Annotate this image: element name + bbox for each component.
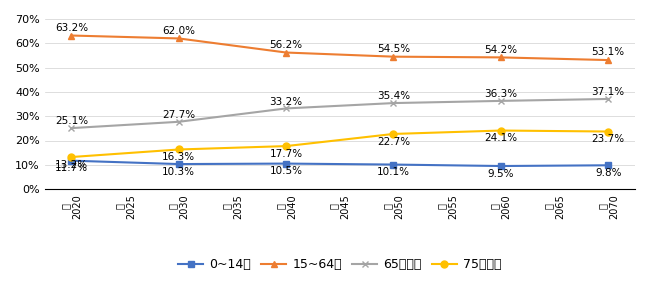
Text: 10.5%: 10.5% — [270, 166, 303, 176]
Text: 10.3%: 10.3% — [162, 167, 195, 177]
Text: 13.2%: 13.2% — [55, 160, 88, 170]
Text: 10.1%: 10.1% — [377, 167, 410, 177]
Text: 22.7%: 22.7% — [377, 137, 410, 147]
Text: 56.2%: 56.2% — [270, 40, 303, 50]
Text: 16.3%: 16.3% — [162, 152, 196, 162]
Text: 33.2%: 33.2% — [270, 97, 303, 107]
Text: 63.2%: 63.2% — [55, 23, 88, 33]
Text: 27.7%: 27.7% — [162, 110, 196, 120]
Text: 37.1%: 37.1% — [592, 87, 625, 97]
Text: 36.3%: 36.3% — [484, 89, 517, 99]
Legend: 0~14歳, 15~64歳, 65歳以上, 75歳以上: 0~14歳, 15~64歳, 65歳以上, 75歳以上 — [173, 253, 506, 276]
Text: 54.2%: 54.2% — [484, 45, 517, 55]
Text: 62.0%: 62.0% — [162, 26, 195, 36]
Text: 35.4%: 35.4% — [377, 91, 410, 101]
Text: 53.1%: 53.1% — [592, 47, 625, 57]
Text: 25.1%: 25.1% — [55, 116, 88, 126]
Text: 9.5%: 9.5% — [488, 169, 514, 179]
Text: 11.7%: 11.7% — [55, 163, 88, 174]
Text: 9.8%: 9.8% — [595, 168, 621, 178]
Text: 23.7%: 23.7% — [592, 134, 625, 144]
Text: 54.5%: 54.5% — [377, 44, 410, 54]
Text: 17.7%: 17.7% — [270, 149, 303, 159]
Text: 24.1%: 24.1% — [484, 133, 517, 143]
